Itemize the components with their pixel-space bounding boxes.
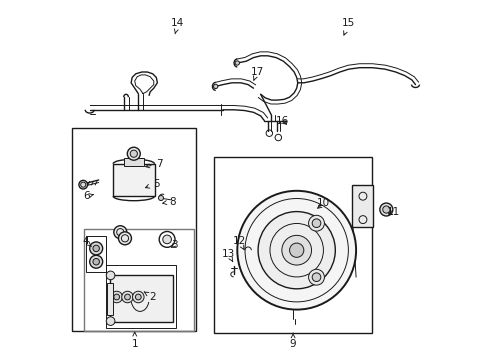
Circle shape [311, 219, 320, 228]
Text: 2: 2 [144, 292, 156, 302]
Text: 7: 7 [145, 159, 163, 169]
Circle shape [93, 258, 99, 265]
Circle shape [213, 84, 218, 89]
Text: 12: 12 [232, 236, 245, 249]
Circle shape [135, 294, 141, 300]
Text: 17: 17 [250, 67, 263, 80]
Bar [86, 236, 106, 272]
Text: 3: 3 [171, 240, 177, 250]
Circle shape [289, 243, 303, 257]
Circle shape [130, 150, 137, 157]
Text: 11: 11 [386, 207, 400, 217]
Text: 15: 15 [342, 18, 355, 35]
Text: 5: 5 [145, 179, 159, 189]
Circle shape [89, 255, 102, 268]
Circle shape [379, 203, 392, 216]
Bar [123, 158, 143, 166]
Circle shape [106, 271, 115, 280]
Circle shape [111, 291, 122, 303]
Bar [109, 275, 172, 322]
Circle shape [132, 291, 144, 303]
Circle shape [163, 235, 171, 244]
Bar [106, 265, 176, 328]
Text: 1: 1 [131, 332, 138, 349]
Text: 10: 10 [317, 198, 329, 208]
Bar [84, 229, 194, 331]
Circle shape [308, 269, 324, 285]
Text: 6: 6 [83, 191, 93, 201]
Circle shape [106, 317, 115, 325]
Circle shape [122, 291, 133, 303]
Circle shape [127, 147, 140, 160]
Circle shape [311, 273, 320, 282]
Circle shape [118, 232, 131, 245]
Bar [113, 164, 154, 196]
Circle shape [308, 215, 324, 231]
Text: 14: 14 [171, 18, 184, 34]
Circle shape [237, 191, 355, 310]
Circle shape [235, 61, 239, 65]
Bar [72, 128, 196, 331]
Bar [352, 185, 373, 227]
Text: 4: 4 [82, 236, 91, 247]
Circle shape [382, 206, 389, 213]
Circle shape [89, 242, 102, 255]
Circle shape [79, 180, 87, 189]
Circle shape [158, 195, 163, 201]
Circle shape [114, 294, 120, 300]
Circle shape [258, 212, 335, 289]
Bar [107, 283, 113, 315]
Text: 8: 8 [163, 197, 176, 207]
Circle shape [114, 226, 126, 239]
Text: 9: 9 [289, 333, 296, 349]
Text: 13: 13 [221, 249, 234, 262]
Circle shape [281, 235, 311, 265]
Circle shape [124, 294, 130, 300]
Circle shape [93, 245, 99, 252]
Text: 16: 16 [275, 116, 288, 126]
Bar [213, 157, 371, 333]
